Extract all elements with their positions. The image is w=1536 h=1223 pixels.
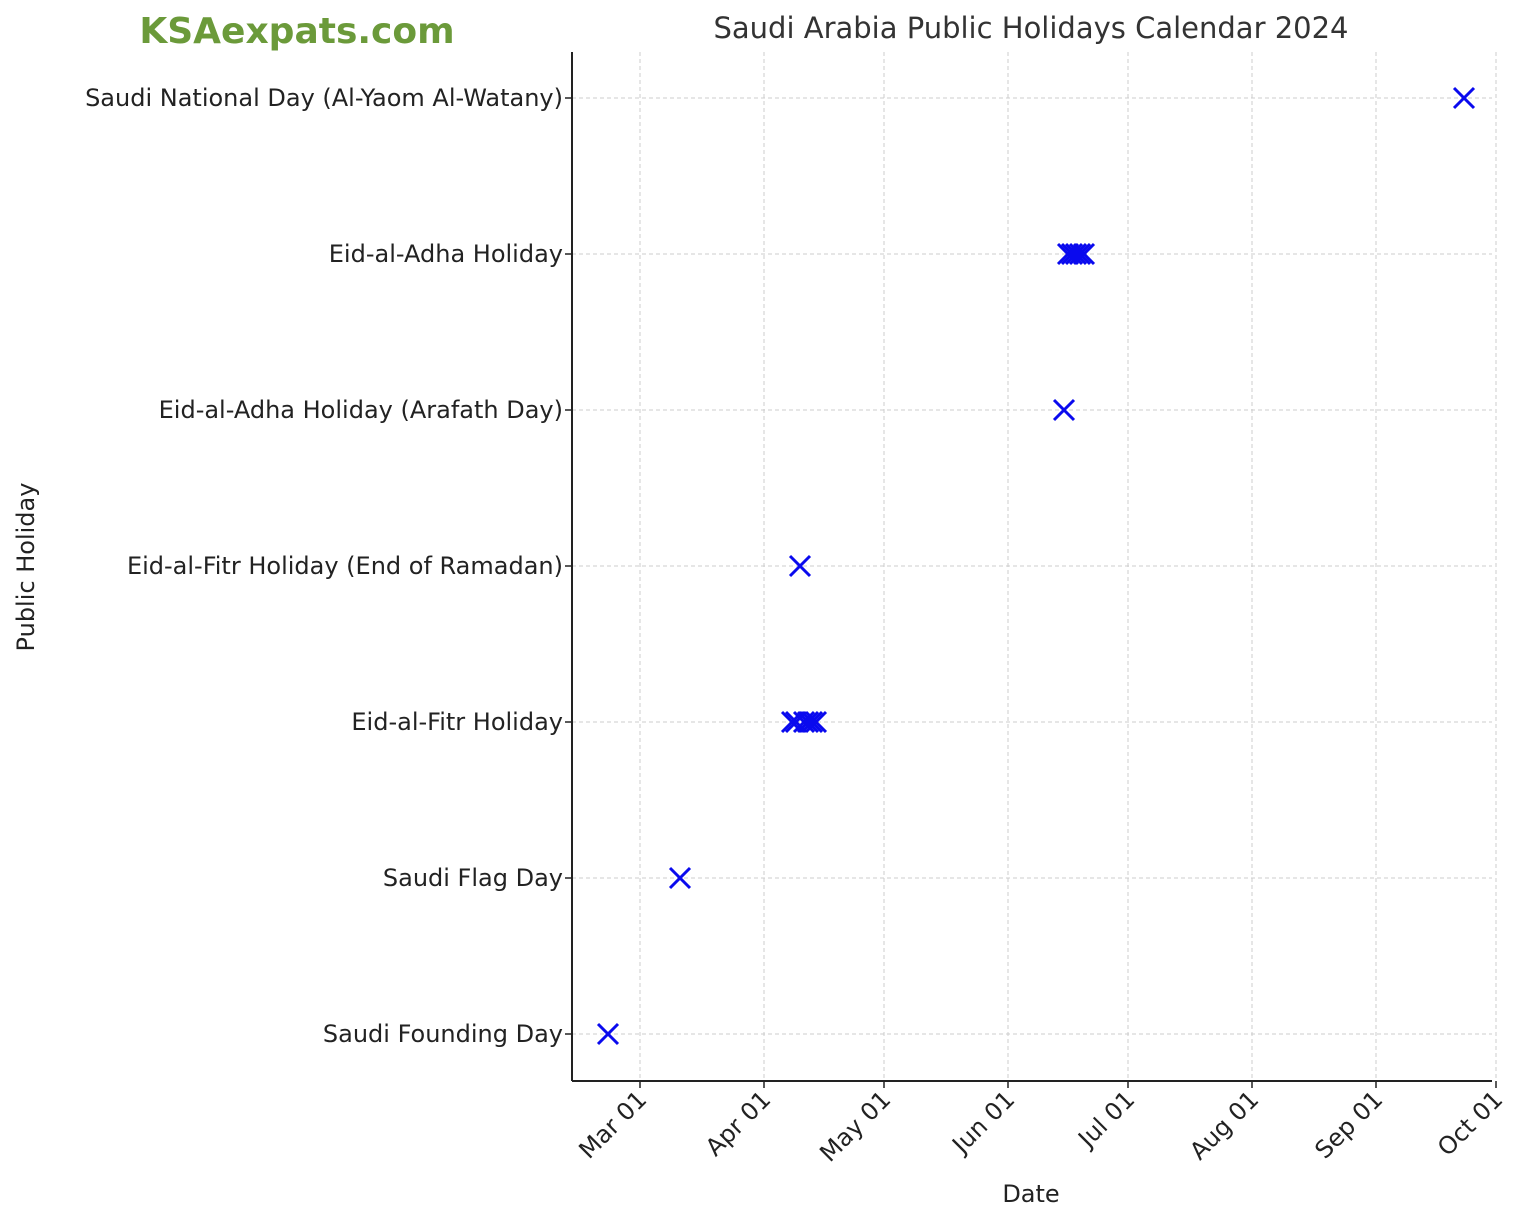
marker-stroke xyxy=(800,710,824,734)
y-tick-label: Saudi National Day (Al-Yaom Al-Watany) xyxy=(85,84,563,112)
marker-stroke xyxy=(788,554,812,578)
x-tick-label: Aug 01 xyxy=(1184,1085,1264,1165)
marker-stroke xyxy=(1052,398,1076,422)
data-point-marker xyxy=(596,1022,620,1046)
data-point-marker xyxy=(804,710,828,734)
data-point-marker xyxy=(1072,242,1096,266)
x-axis-label: Date xyxy=(1002,1180,1059,1208)
data-point-marker xyxy=(1068,242,1092,266)
data-points xyxy=(596,86,1476,1046)
y-tick-label: Eid-al-Fitr Holiday xyxy=(351,708,563,736)
axes xyxy=(565,52,1497,1088)
chart-title: Saudi Arabia Public Holidays Calendar 20… xyxy=(713,11,1348,45)
y-tick-label: Eid-al-Adha Holiday xyxy=(329,240,563,268)
data-point-marker xyxy=(1452,86,1476,110)
marker-stroke xyxy=(796,710,820,734)
x-tick-label: May 01 xyxy=(814,1085,896,1167)
grid-lines xyxy=(572,52,1497,1081)
y-tick-labels: Saudi Founding Day Saudi Flag Day Eid-al-F… xyxy=(85,84,563,1048)
marker-stroke xyxy=(1452,86,1476,110)
x-tick-label: Jul 01 xyxy=(1072,1085,1141,1154)
data-point-marker xyxy=(1064,242,1088,266)
y-tick-label: Saudi Founding Day xyxy=(323,1020,563,1048)
marker-stroke xyxy=(804,710,828,734)
watermark-logo: KSAexpats.com xyxy=(139,11,454,52)
y-tick-label: Eid-al-Adha Holiday (Arafath Day) xyxy=(159,396,563,424)
x-tick-label: Oct 01 xyxy=(1432,1085,1508,1161)
y-tick-label: Eid-al-Fitr Holiday (End of Ramadan) xyxy=(127,552,563,580)
y-axis-label: Public Holiday xyxy=(12,483,40,652)
marker-stroke xyxy=(1068,242,1092,266)
data-point-marker xyxy=(800,710,824,734)
x-tick-labels: Mar 01 Apr 01 May 01 Jun 01 Jul 01 Aug 01 Sep … xyxy=(573,1085,1508,1167)
marker-stroke xyxy=(1064,242,1088,266)
x-tick-label: Sep 01 xyxy=(1309,1085,1388,1164)
x-tick-label: Jun 01 xyxy=(946,1085,1021,1160)
marker-stroke xyxy=(668,866,692,890)
data-point-marker xyxy=(796,710,820,734)
x-tick-label: Apr 01 xyxy=(700,1085,776,1161)
data-point-marker xyxy=(788,554,812,578)
y-tick-label: Saudi Flag Day xyxy=(383,864,563,892)
data-point-marker xyxy=(668,866,692,890)
marker-stroke xyxy=(1072,242,1096,266)
data-point-marker xyxy=(1052,398,1076,422)
marker-stroke xyxy=(596,1022,620,1046)
x-tick-label: Mar 01 xyxy=(573,1085,652,1164)
